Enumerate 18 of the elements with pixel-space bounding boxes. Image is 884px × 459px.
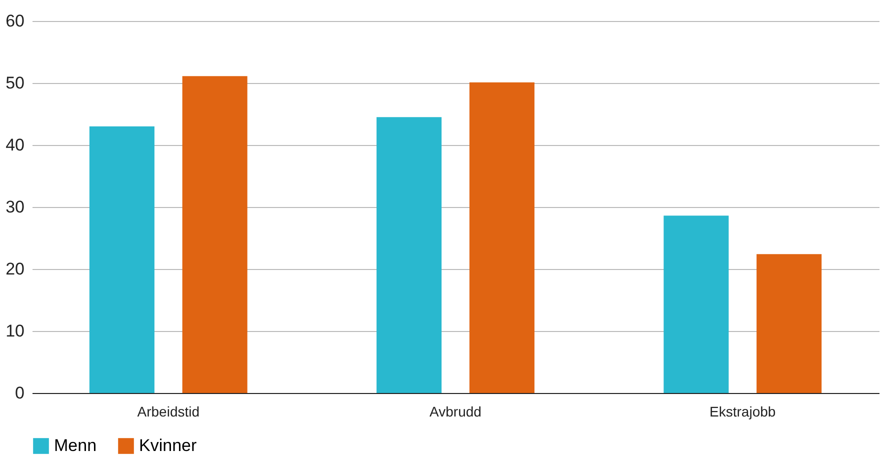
legend-label: Kvinner [139, 436, 197, 455]
x-tick-label: Avbrudd [430, 404, 482, 420]
y-tick-label: 10 [6, 322, 24, 340]
bar [469, 82, 534, 393]
x-tick-label: Ekstrajobb [710, 404, 776, 420]
bar [182, 76, 248, 393]
bar [89, 126, 154, 393]
y-tick-label: 40 [6, 136, 24, 154]
x-tick-label: Arbeidstid [137, 404, 200, 420]
y-tick-label: 60 [6, 12, 24, 30]
y-tick-label: 0 [15, 384, 24, 402]
y-tick-label: 20 [6, 260, 24, 278]
legend-label: Menn [54, 436, 97, 455]
bar [664, 216, 729, 393]
bar [376, 117, 442, 393]
y-tick-label: 50 [6, 74, 24, 92]
bar [756, 254, 822, 393]
y-tick-label: 30 [6, 198, 24, 216]
